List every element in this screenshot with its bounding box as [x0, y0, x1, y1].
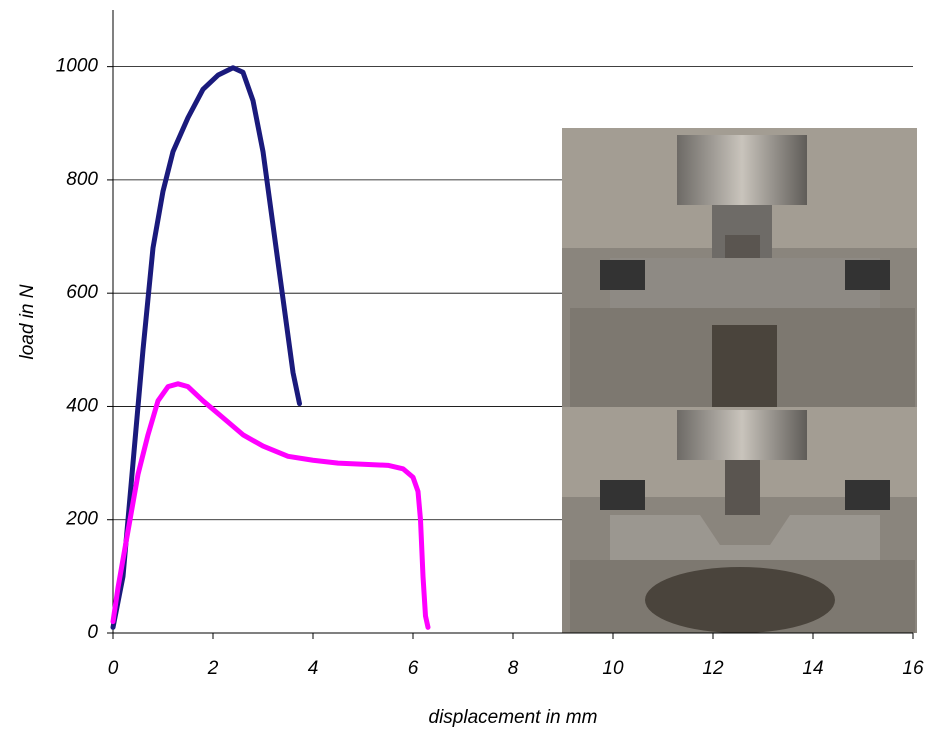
y-tick-label: 1000 — [56, 56, 99, 77]
x-tick-label: 16 — [902, 658, 924, 679]
test-photo — [562, 128, 917, 633]
data-line — [110, 65, 302, 630]
y-tick-label: 0 — [87, 622, 98, 643]
x-tick-label: 4 — [308, 658, 319, 679]
x-tick-label: 10 — [602, 658, 624, 679]
y-tick-label: 400 — [66, 395, 98, 416]
data-line — [110, 381, 431, 630]
x-tick-label: 12 — [702, 658, 724, 679]
y-tick-label: 200 — [65, 509, 98, 530]
x-axis-label: displacement in mm — [429, 707, 598, 728]
y-axis-label: load in N — [17, 284, 38, 359]
y-tick-label: 600 — [66, 282, 98, 303]
x-tick-label: 6 — [408, 658, 419, 679]
x-tick-label: 14 — [802, 658, 823, 679]
x-tick-label: 8 — [508, 658, 519, 679]
x-tick-label: 0 — [108, 658, 119, 679]
x-tick-label: 2 — [207, 658, 219, 679]
y-tick-label: 800 — [66, 169, 98, 190]
